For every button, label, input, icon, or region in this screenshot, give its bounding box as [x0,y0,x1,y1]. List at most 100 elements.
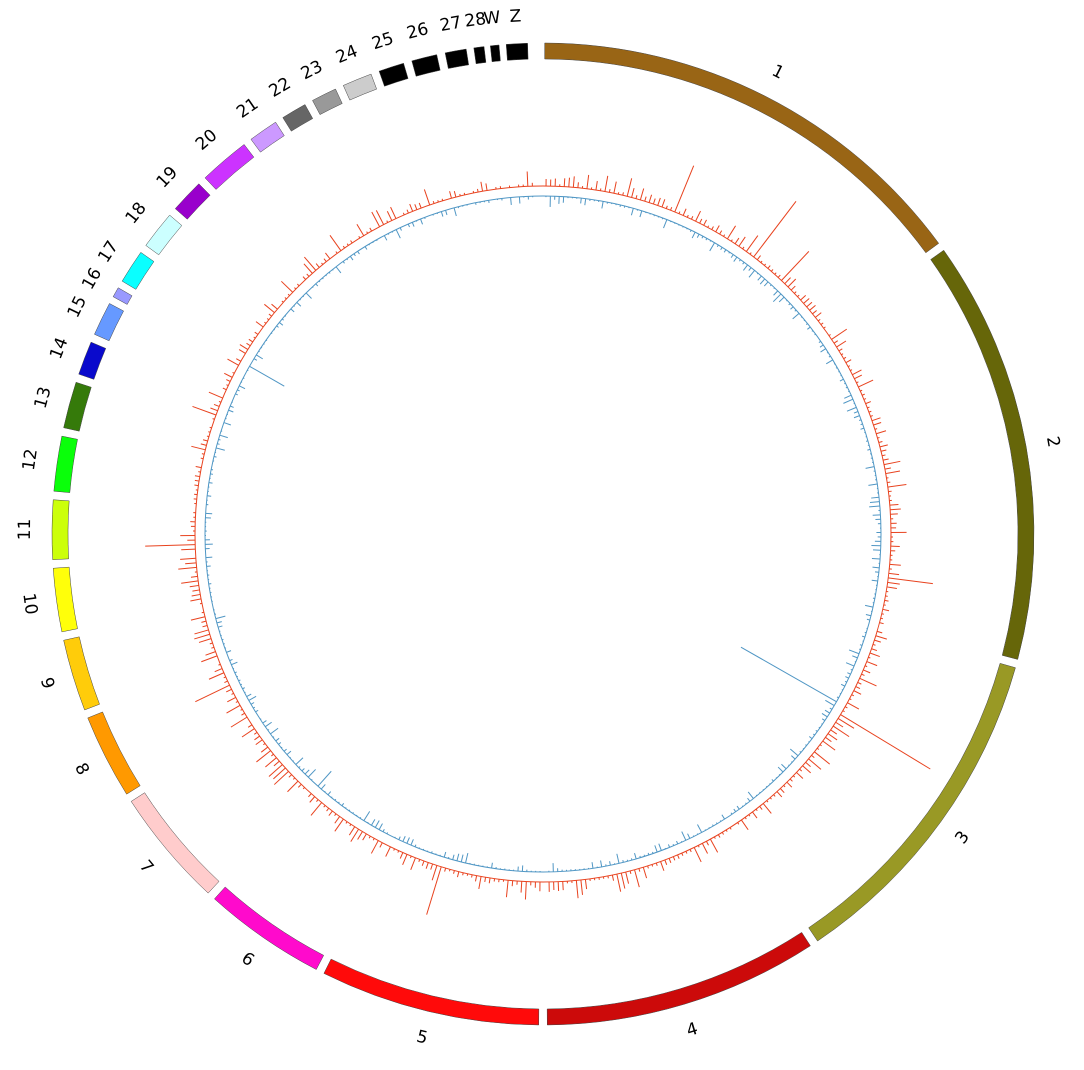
track-inner-bar [697,824,703,833]
track-outer-bar [226,704,241,714]
track-outer-bar [644,196,647,202]
track-outer-bar [811,754,815,759]
track-outer-baseline [194,185,892,883]
track-outer-bar [835,721,844,728]
signal-tracks [145,165,933,915]
track-outer-bar [268,313,272,317]
chromosome-label: 9 [36,675,58,691]
track-outer-bar [265,757,277,768]
track-inner-bar [279,322,284,326]
track-inner-bar [440,211,444,217]
track-outer-bar [194,479,200,482]
track-inner-bar [821,713,828,718]
track-outer-bar [642,867,648,879]
track-outer-bar [693,847,702,863]
track-outer-bar [660,861,665,871]
track-outer-bar [334,816,341,824]
track-outer-bar [668,858,672,863]
chromosome-label: 13 [31,385,56,411]
track-outer-bar [474,875,478,882]
track-outer-bar [604,175,609,192]
chromosome-label: 22 [266,74,295,102]
track-inner-bar [853,415,860,419]
track-outer-bar [402,854,408,865]
track-inner-bar [349,255,354,261]
track-inner-bar [341,803,345,806]
track-outer-bar [756,255,761,261]
track-outer-bar [822,740,836,751]
track-outer-bar [717,834,721,838]
track-outer-bar [634,869,640,888]
chromosome-label: 14 [46,335,72,362]
track-outer-bar [584,879,588,890]
track-outer-bar [191,593,201,597]
track-inner-bar [216,447,225,451]
track-outer-bar [831,328,848,340]
track-inner-bar [305,292,312,299]
track-outer-bar [423,189,431,206]
track-inner-bar [399,227,402,231]
track-inner-bar [275,737,280,742]
track-inner-bar [407,223,410,228]
track-outer-bar [201,620,207,623]
track-outer-bar [586,174,590,189]
track-inner-bar [378,823,383,830]
track-inner-bar [791,755,796,760]
track-outer-bar [874,639,881,643]
chromosome-label: 12 [19,448,42,472]
track-outer-bar [738,236,746,247]
track-inner-bar [759,278,766,285]
chromosome-27-segment [444,48,469,69]
chromosome-28-segment [473,46,487,65]
track-inner-bar [256,354,264,360]
track-inner-baseline [204,195,882,873]
track-outer-bar [230,716,248,728]
track-outer-bar [825,736,832,743]
track-outer-bar [887,484,907,488]
track-outer-bar [777,274,781,278]
chromosome-label: 7 [135,856,157,877]
track-outer-bar [690,216,694,220]
track-outer-bar [836,340,847,348]
track-inner-bar [460,854,464,863]
chromosome-13-segment [63,381,92,432]
chromosome-20-segment [204,144,255,190]
track-outer-bar [830,729,838,735]
track-outer-bar [814,751,831,765]
chromosome-label: 24 [333,41,361,68]
track-outer-bar [213,403,220,407]
track-outer-bar [190,598,202,602]
track-outer-bar [195,465,202,469]
chromosome-5-segment [323,958,540,1026]
track-outer-bar [812,310,817,315]
track-outer-bar [648,194,653,203]
track-outer-bar [871,648,878,652]
track-outer-bar [882,608,890,612]
track-outer-bar [613,181,617,194]
track-inner-bar [317,770,332,787]
track-outer-bar [808,758,822,770]
track-outer-bar [227,696,236,703]
track-outer-bar [563,178,566,187]
track-outer-bar [784,277,791,285]
chromosome-24-segment [342,73,377,101]
chromosome-label: 27 [438,13,463,37]
track-outer-bar [672,856,676,861]
track-outer-bar [287,780,299,793]
track-outer-bar [526,171,529,187]
track-inner-bar [871,579,878,582]
track-inner-bar [371,819,376,826]
track-inner-bar [398,836,401,840]
chromosome-2-segment [930,249,1035,660]
track-inner-bar [395,229,401,239]
track-outer-bar [425,862,429,869]
track-outer-bar [861,673,865,676]
track-outer-bar [878,440,883,443]
track-inner-bar [353,253,356,257]
track-inner-bar [295,757,304,765]
track-outer-bar [210,407,218,412]
track-inner-bar [616,853,620,864]
track-inner-bar [733,256,738,262]
track-outer-bar [303,256,317,271]
